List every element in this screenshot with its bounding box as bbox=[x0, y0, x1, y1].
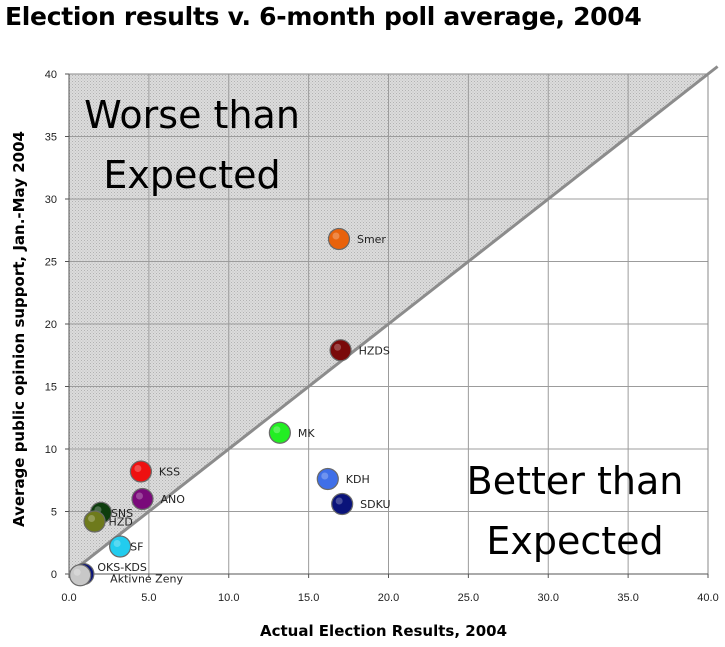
data-point-highlight bbox=[273, 426, 281, 434]
data-point bbox=[268, 421, 291, 444]
region-label-better: Better than bbox=[467, 459, 684, 503]
y-tick-label: 15 bbox=[45, 382, 57, 394]
data-point-highlight bbox=[88, 515, 96, 522]
data-point-label: SNS bbox=[111, 507, 133, 520]
data-point-label: KSS bbox=[159, 466, 180, 479]
x-tick-label: 35.0 bbox=[617, 592, 638, 604]
data-point-label: Aktivne Zeny bbox=[110, 572, 183, 585]
x-tick-label: 10.0 bbox=[218, 592, 239, 604]
y-tick-label: 0 bbox=[51, 569, 57, 581]
y-tick-label: 35 bbox=[45, 132, 57, 144]
x-tick-label: 0.0 bbox=[61, 592, 76, 604]
y-tick-label: 40 bbox=[45, 69, 57, 81]
x-tick-label: 30.0 bbox=[538, 592, 559, 604]
reference-line-y-equals-x bbox=[68, 65, 719, 576]
x-tick-label: 5.0 bbox=[141, 592, 156, 604]
region-label-better: Expected bbox=[486, 519, 663, 563]
x-tick-label: 40.0 bbox=[697, 592, 718, 604]
data-point bbox=[329, 339, 352, 362]
data-point-highlight bbox=[321, 472, 329, 480]
x-axis-label: Actual Election Results, 2004 bbox=[260, 622, 507, 640]
data-point bbox=[331, 492, 354, 516]
data-point-highlight bbox=[73, 568, 81, 576]
region-label-worse: Worse than bbox=[84, 93, 300, 137]
chart-title: Election results v. 6-month poll average… bbox=[5, 2, 642, 31]
x-tick-label: 20.0 bbox=[378, 592, 399, 604]
y-tick-label: 5 bbox=[51, 507, 57, 519]
data-point bbox=[83, 510, 106, 533]
data-point bbox=[109, 535, 132, 558]
data-point-label: MK bbox=[298, 427, 315, 440]
data-point-label: ANO bbox=[160, 493, 185, 506]
data-point-label: Smer bbox=[357, 233, 386, 246]
y-tick-label: 25 bbox=[45, 257, 57, 269]
data-point-label: SF bbox=[130, 541, 143, 554]
data-point-highlight bbox=[113, 540, 121, 547]
data-point-highlight bbox=[135, 492, 143, 500]
x-tick-label: 25.0 bbox=[458, 592, 479, 604]
region-label-worse: Expected bbox=[103, 153, 280, 197]
data-point-highlight bbox=[335, 497, 343, 505]
y-axis-label: Average public opinion support, Jan.-May… bbox=[10, 131, 28, 527]
data-point-highlight bbox=[332, 232, 340, 240]
data-point bbox=[316, 467, 339, 491]
data-point-highlight bbox=[134, 465, 142, 472]
y-tick-label: 10 bbox=[45, 444, 57, 456]
data-point-highlight bbox=[334, 343, 342, 351]
y-tick-label: 30 bbox=[45, 194, 57, 206]
data-point bbox=[327, 227, 351, 251]
data-point-label: OKS-KDS bbox=[97, 561, 147, 574]
data-point-label: SDKU bbox=[360, 498, 390, 511]
data-point bbox=[131, 487, 154, 511]
x-tick-label: 15.0 bbox=[298, 592, 319, 604]
data-point bbox=[69, 564, 92, 587]
y-tick-label: 20 bbox=[45, 319, 57, 331]
data-point bbox=[129, 460, 152, 483]
data-point-label: HZD bbox=[109, 516, 133, 529]
data-point-label: HZDS bbox=[359, 344, 390, 357]
data-point-label: KDH bbox=[346, 473, 370, 486]
